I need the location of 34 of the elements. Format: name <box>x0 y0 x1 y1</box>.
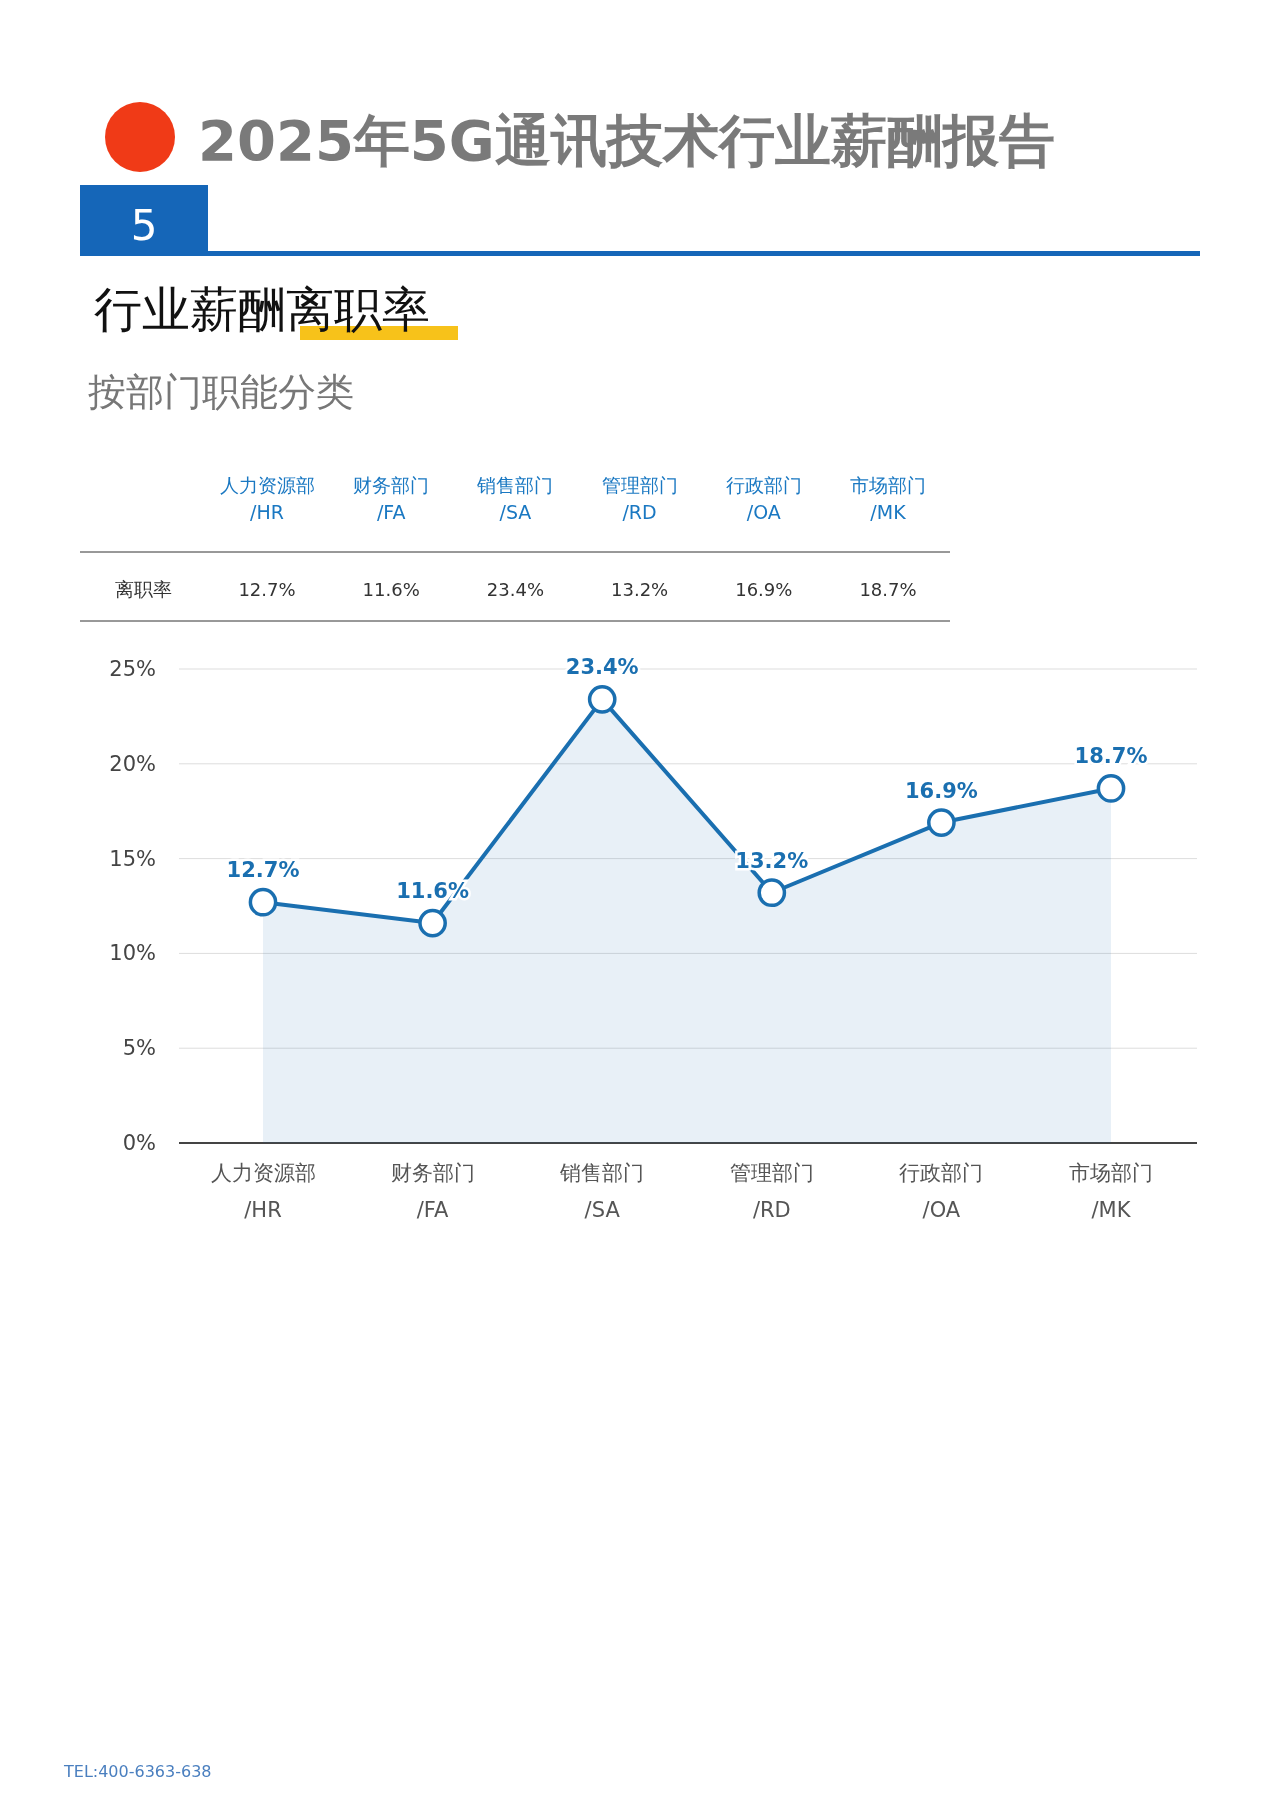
x-tick-label: 人力资源部 /HR <box>210 1161 316 1222</box>
text: 18.7% <box>859 579 917 600</box>
y-tick-label: 20% <box>109 751 156 776</box>
chart-title: 2025年5G通讯技术行业薪酬报告 <box>198 108 1055 173</box>
category-label: 行政部门 /OA <box>725 474 802 523</box>
x-tick-label: 销售部门 /SA <box>559 1161 645 1222</box>
text: 23.4% <box>486 579 544 600</box>
text: 13.2% <box>611 579 669 600</box>
text: TEL:400-6363-638 <box>63 1762 212 1781</box>
y-tick-label: 10% <box>109 941 156 966</box>
x-tick-label: 行政部门 /OA <box>899 1161 984 1222</box>
data-label: 16.9% <box>904 778 978 803</box>
category-label: 销售部门 /SA <box>477 474 554 523</box>
data-label: 12.7% <box>226 858 300 883</box>
text: 16.9% <box>735 579 793 600</box>
y-tick-label: 15% <box>109 846 156 871</box>
data-label: 23.4% <box>565 655 639 680</box>
category-label: 管理部门 /RD <box>601 474 678 523</box>
y-tick-label: 25% <box>109 657 156 681</box>
data-label: 18.7% <box>1074 744 1148 769</box>
text: 行业薪酬离职率 <box>94 281 430 337</box>
x-tick-label: 市场部门 /MK <box>1069 1161 1153 1222</box>
text: 11.6% <box>362 579 420 600</box>
text: 12.7% <box>238 579 296 600</box>
x-tick-label: 管理部门 /RD <box>729 1161 814 1222</box>
y-axis-title: 离职率 <box>114 578 172 600</box>
category-label: 人力资源部 /HR <box>219 474 315 523</box>
y-tick-label: 5% <box>122 1036 156 1061</box>
category-label: 市场部门 /MK <box>850 474 926 523</box>
category-label: 财务部门 /FA <box>353 474 430 523</box>
x-tick-label: 财务部门 /FA <box>390 1161 475 1222</box>
chart-subtitle: 按部门职能分类 <box>88 370 354 414</box>
text: 5 <box>130 201 158 250</box>
y-tick-label: 0% <box>122 1131 156 1155</box>
